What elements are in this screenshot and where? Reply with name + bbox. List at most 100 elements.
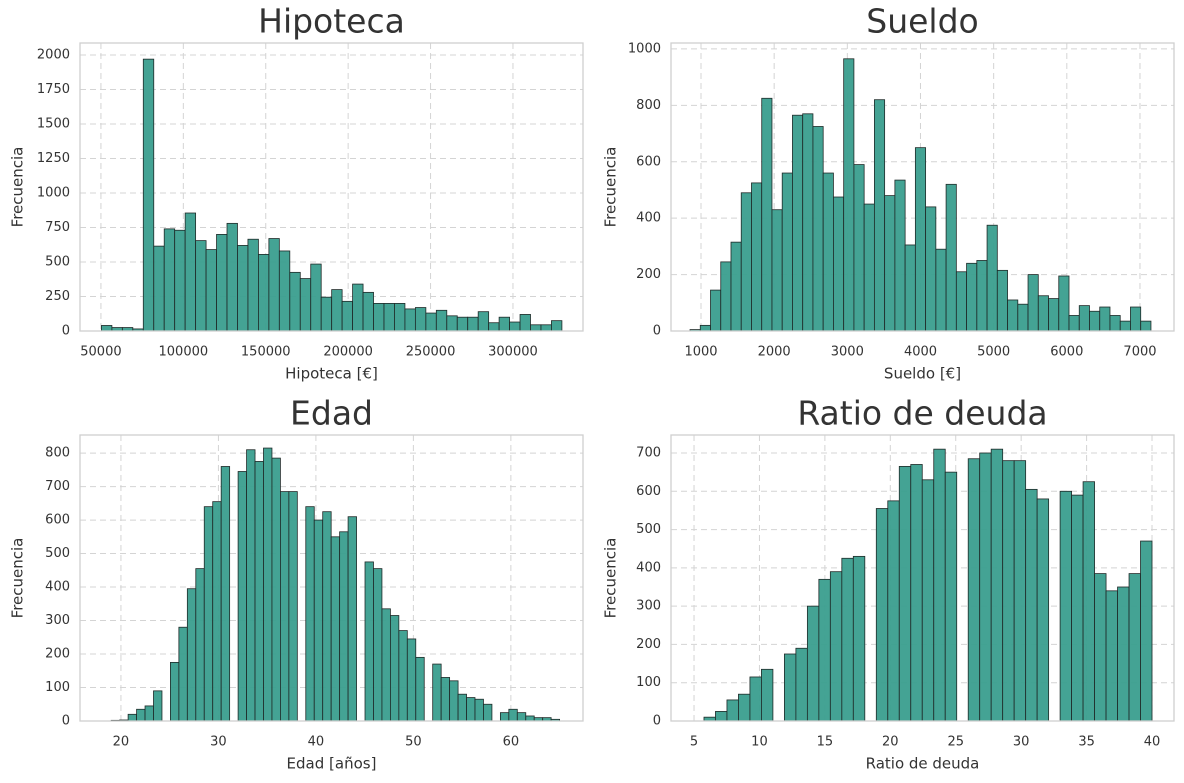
y-tick-label: 800 xyxy=(45,446,70,461)
y-axis-label: Frecuencia xyxy=(9,538,27,619)
histogram-bar xyxy=(967,458,981,722)
x-tick-label: 10 xyxy=(751,735,768,750)
histogram-bar xyxy=(288,491,298,722)
histogram-bar xyxy=(456,316,469,332)
histogram-bar xyxy=(730,241,742,332)
histogram-bar xyxy=(216,234,228,332)
histogram-bar xyxy=(268,238,280,332)
histogram-bar xyxy=(873,99,886,332)
y-tick-label: 2000 xyxy=(37,48,70,63)
histogram-bar xyxy=(843,58,855,332)
histogram-bar xyxy=(352,283,364,332)
histogram-bar xyxy=(1128,573,1141,722)
histogram-bar xyxy=(1105,590,1118,722)
histogram-bar xyxy=(339,531,349,722)
histogram-bar xyxy=(440,677,451,722)
histogram-bar xyxy=(499,712,510,722)
histogram-bar xyxy=(1017,303,1029,332)
histogram-bar xyxy=(738,693,751,722)
histogram-bar xyxy=(863,203,875,332)
x-tick-label: 40 xyxy=(308,735,325,750)
histogram-bar xyxy=(398,630,408,722)
y-tick-label: 400 xyxy=(636,211,661,226)
histogram-bar xyxy=(1140,320,1152,332)
x-tick-label: 5 xyxy=(690,735,698,750)
y-axis-label: Frecuencia xyxy=(602,147,620,228)
histogram-bar xyxy=(1027,274,1039,332)
x-tick-label: 15 xyxy=(817,735,834,750)
histogram-bar xyxy=(144,705,154,722)
histogram-bar xyxy=(404,308,416,332)
histogram-bar xyxy=(320,296,333,332)
y-tick-label: 0 xyxy=(62,324,70,339)
histogram-bar xyxy=(1117,586,1130,722)
histogram-bar xyxy=(313,519,324,722)
y-tick-label: 1000 xyxy=(628,41,661,56)
y-tick-label: 300 xyxy=(45,613,70,628)
histogram-bar xyxy=(449,680,459,722)
chart-title: Sueldo xyxy=(866,2,978,41)
histogram-bar xyxy=(373,303,385,332)
histogram-bar xyxy=(477,311,490,332)
histogram-bar xyxy=(904,244,916,332)
histogram-bar xyxy=(457,693,467,722)
axes-frame xyxy=(670,434,1175,722)
histogram-bar xyxy=(525,715,535,722)
x-tick-label: 35 xyxy=(1078,735,1095,750)
histogram-bar xyxy=(305,506,315,722)
y-tick-label: 600 xyxy=(636,484,661,499)
histogram-bar xyxy=(990,448,1004,722)
histogram-bar xyxy=(935,248,947,332)
histogram-bar xyxy=(822,172,834,332)
histogram-bar xyxy=(163,228,176,332)
histogram-bar xyxy=(1013,460,1027,722)
x-tick-label: 40 xyxy=(1144,735,1161,750)
histogram-bar xyxy=(1068,315,1080,332)
histogram-bar xyxy=(898,465,912,722)
x-axis-label: Sueldo [€] xyxy=(884,365,961,383)
histogram-bar xyxy=(271,457,281,722)
histogram-bar xyxy=(1036,498,1050,722)
histogram-bar xyxy=(383,303,395,332)
histogram-bar xyxy=(203,506,214,722)
x-tick-label: 20 xyxy=(113,735,130,750)
histogram-bar xyxy=(781,172,793,332)
histogram-bar xyxy=(833,196,845,332)
y-tick-label: 1750 xyxy=(37,82,70,97)
histogram-bar xyxy=(330,536,341,722)
y-tick-label: 100 xyxy=(636,675,661,690)
y-tick-label: 100 xyxy=(45,680,70,695)
histogram-bar xyxy=(715,711,728,722)
histogram-bar xyxy=(1099,306,1111,332)
histogram-bar xyxy=(364,561,374,722)
histogram-bar xyxy=(945,183,957,332)
histogram-bar xyxy=(322,511,332,722)
histogram-bar xyxy=(406,638,417,722)
histogram-bar xyxy=(1007,299,1019,332)
histogram-bar xyxy=(381,608,391,722)
histogram-bar xyxy=(933,448,946,722)
y-tick-label: 0 xyxy=(62,714,70,729)
histogram-bar xyxy=(237,245,249,332)
chart-title: Edad xyxy=(290,394,373,433)
histogram-bar xyxy=(1048,298,1060,332)
x-tick-label: 50000 xyxy=(80,345,121,360)
histogram-bar xyxy=(1109,315,1121,332)
chart-title: Hipoteca xyxy=(258,2,405,41)
histogram-bar xyxy=(910,464,923,722)
histogram-bar xyxy=(362,291,374,332)
x-tick-label: 250000 xyxy=(406,345,456,360)
histogram-bar xyxy=(331,289,343,332)
histogram-bar xyxy=(432,663,442,722)
x-axis-label: Hipoteca [€] xyxy=(285,365,378,383)
histogram-bar xyxy=(435,309,448,332)
histogram-bar xyxy=(771,209,783,332)
histogram-bar xyxy=(740,192,752,332)
histogram-bar xyxy=(986,224,998,332)
y-tick-label: 750 xyxy=(45,220,70,235)
histogram-bar xyxy=(1025,488,1038,722)
y-tick-label: 1250 xyxy=(37,151,70,166)
y-tick-label: 600 xyxy=(45,513,70,528)
histogram-bar xyxy=(720,261,732,332)
histogram-bar xyxy=(299,278,312,332)
